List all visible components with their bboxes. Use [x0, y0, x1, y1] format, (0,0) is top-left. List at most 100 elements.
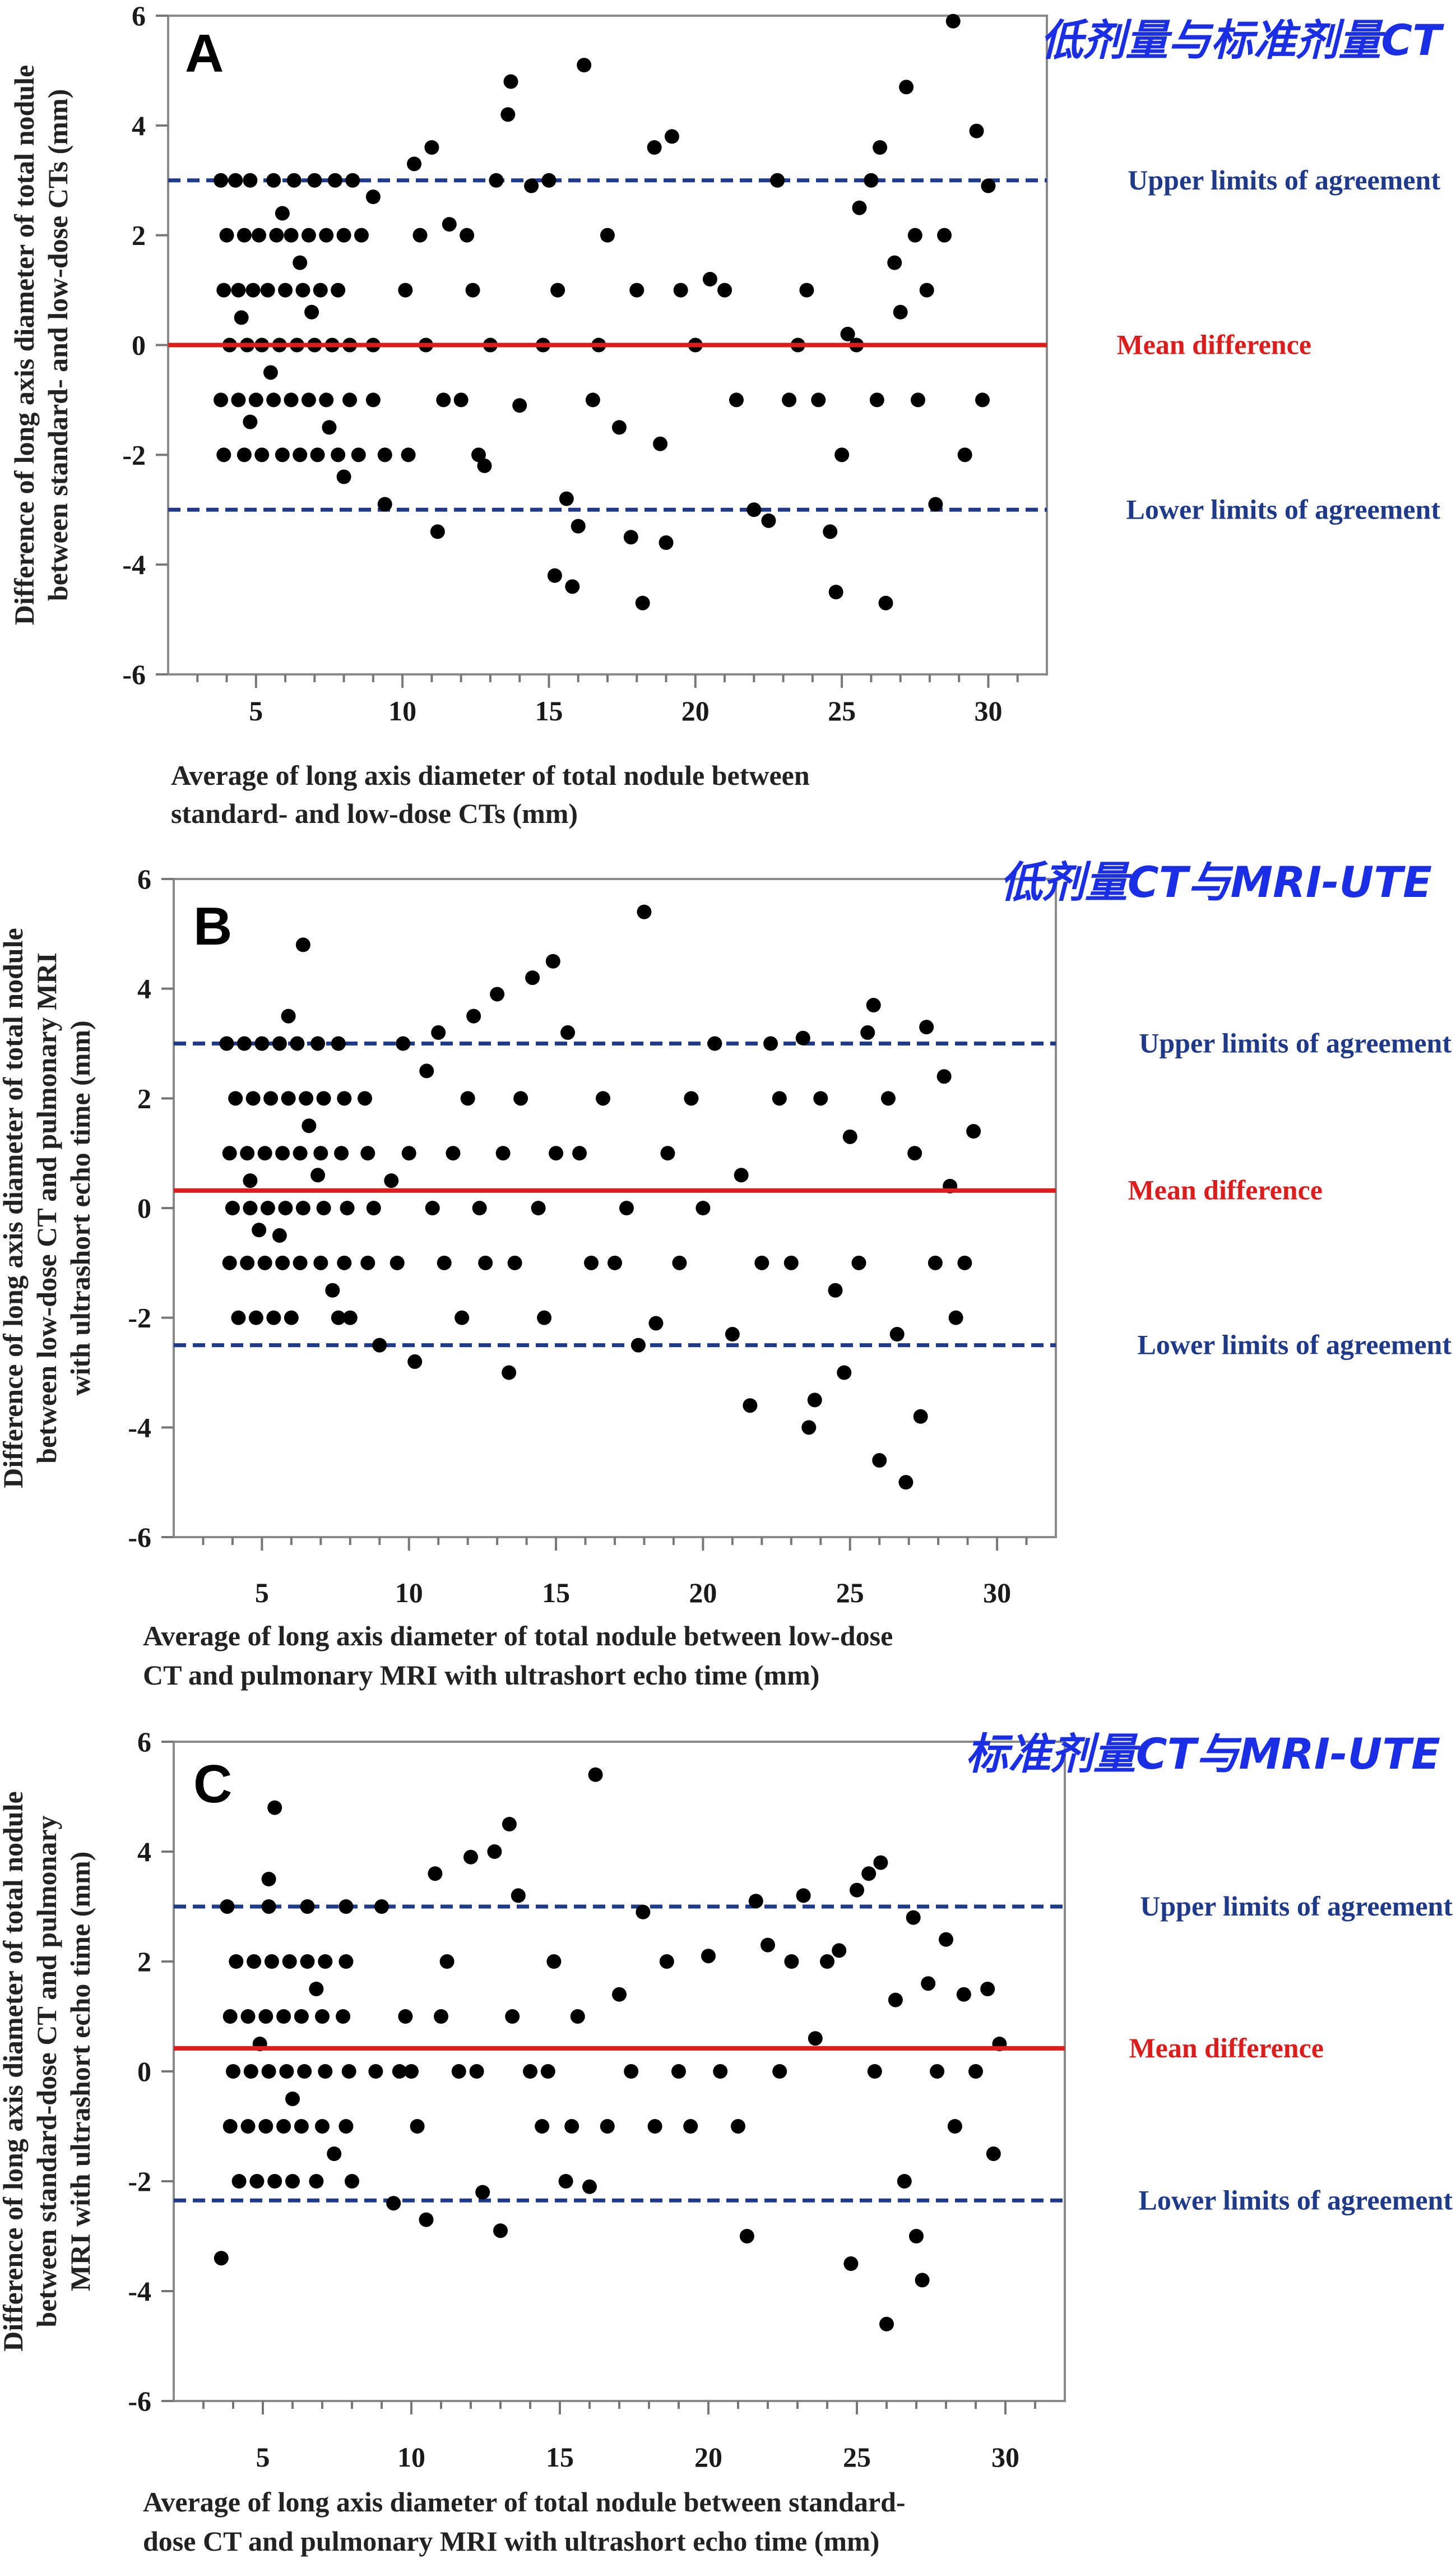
data-point — [928, 497, 943, 512]
data-point — [490, 987, 505, 1002]
x-axis-label: standard- and low-dose CTs (mm) — [171, 798, 578, 829]
data-point — [872, 1453, 887, 1468]
data-point — [243, 173, 258, 188]
x-tick-label: 5 — [255, 1577, 269, 1608]
data-point — [503, 74, 518, 89]
data-point — [345, 2174, 359, 2189]
data-point — [386, 2196, 401, 2211]
data-point — [293, 255, 308, 270]
data-point — [547, 568, 562, 583]
data-point — [295, 283, 310, 298]
data-point — [342, 392, 358, 408]
data-point — [975, 392, 990, 408]
data-point — [437, 1255, 452, 1270]
data-point — [957, 1255, 972, 1270]
x-tick-label: 10 — [388, 695, 416, 727]
data-point — [261, 1872, 276, 1886]
y-tick-label: -2 — [128, 2166, 151, 2197]
data-point — [734, 1168, 749, 1183]
data-point — [412, 228, 428, 243]
data-point — [243, 2064, 258, 2079]
data-point — [660, 1146, 675, 1161]
data-point — [869, 392, 884, 408]
data-point — [647, 140, 662, 155]
data-point — [907, 228, 922, 243]
data-point — [511, 1888, 526, 1903]
data-point — [275, 206, 290, 221]
data-point — [220, 1899, 235, 1914]
x-tick-label: 25 — [836, 1577, 864, 1608]
data-point — [898, 1475, 914, 1490]
data-point — [795, 1030, 810, 1045]
y-tick-label: -2 — [128, 1302, 151, 1334]
y-tick-label: -6 — [128, 1521, 151, 1553]
data-point — [351, 447, 366, 462]
data-point — [761, 1937, 775, 1953]
data-point — [808, 2031, 823, 2046]
data-point — [451, 2064, 466, 2079]
panel-letter: A — [185, 24, 224, 84]
data-point — [600, 2119, 615, 2134]
x-tick-label: 15 — [542, 1577, 570, 1608]
data-point — [763, 1036, 778, 1051]
data-point — [832, 1943, 847, 1958]
data-point — [512, 398, 527, 413]
data-point — [225, 1201, 240, 1215]
data-point — [801, 1420, 817, 1435]
data-point — [318, 2064, 333, 2079]
data-point — [294, 2119, 309, 2134]
data-point — [365, 392, 381, 408]
data-point — [222, 1255, 237, 1270]
data-point — [374, 1899, 389, 1914]
data-point — [500, 107, 516, 122]
data-point — [558, 2174, 573, 2189]
data-point — [906, 1910, 921, 1925]
data-point — [284, 1310, 299, 1325]
data-point — [258, 2009, 273, 2024]
panel-letter: C — [193, 1754, 232, 1814]
data-point — [919, 283, 934, 298]
data-point — [980, 1982, 995, 1996]
data-point — [228, 1091, 243, 1106]
data-point — [339, 1954, 354, 1969]
data-point — [419, 2212, 434, 2227]
data-point — [264, 1954, 279, 1969]
data-point — [275, 1146, 290, 1161]
data-point — [257, 1146, 272, 1161]
data-point — [472, 1201, 487, 1215]
data-point — [584, 1255, 599, 1270]
data-point — [331, 1036, 346, 1051]
data-point — [915, 2273, 930, 2288]
data-point — [366, 1201, 381, 1215]
data-point — [293, 1146, 308, 1161]
data-point — [811, 392, 826, 408]
data-point — [909, 2229, 924, 2243]
data-point — [612, 1987, 627, 2002]
data-point — [231, 2174, 247, 2189]
data-point — [436, 392, 451, 408]
data-point — [354, 228, 369, 243]
data-point — [466, 1008, 481, 1024]
data-point — [851, 1255, 866, 1270]
data-point — [249, 2174, 265, 2189]
data-point — [313, 1255, 328, 1270]
data-point — [275, 1255, 290, 1270]
data-point — [398, 2009, 413, 2024]
data-point — [325, 1283, 340, 1298]
data-point — [214, 2251, 229, 2266]
data-point — [559, 491, 574, 506]
data-point — [659, 535, 674, 550]
data-point — [837, 1365, 852, 1380]
data-point — [893, 304, 908, 320]
data-point — [276, 2119, 291, 2134]
data-point — [294, 2009, 309, 2024]
data-point — [319, 228, 334, 243]
data-point — [550, 283, 565, 298]
data-point — [263, 365, 278, 380]
data-point — [571, 519, 586, 534]
data-point — [261, 2064, 276, 2079]
y-tick-label: 4 — [137, 1836, 151, 1867]
data-point — [316, 1201, 331, 1215]
